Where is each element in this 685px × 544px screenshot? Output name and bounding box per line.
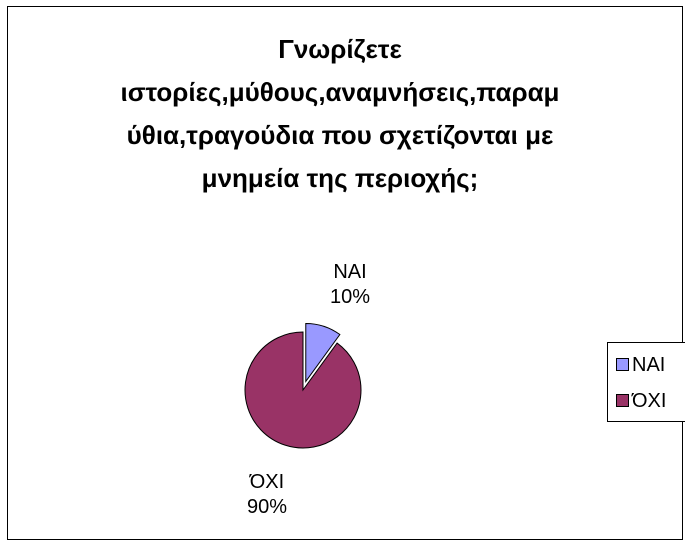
legend-item-oxi: ΌΧΙ	[616, 389, 666, 413]
slice-percent-nai: 10%	[330, 286, 370, 308]
legend-item-nai: ΝΑΙ	[616, 353, 665, 377]
legend-label-nai: ΝΑΙ	[632, 354, 665, 376]
slice-label-nai: ΝΑΙ	[333, 261, 366, 283]
legend: ΝΑΙ ΌΧΙ	[607, 342, 685, 422]
pie-slice-oxi	[245, 332, 361, 448]
slice-percent-oxi: 90%	[247, 496, 287, 518]
legend-swatch-nai	[616, 358, 629, 371]
legend-swatch-oxi	[616, 394, 629, 407]
slice-label-oxi: ΌΧΙ	[249, 471, 284, 493]
legend-label-oxi: ΌΧΙ	[632, 390, 666, 412]
